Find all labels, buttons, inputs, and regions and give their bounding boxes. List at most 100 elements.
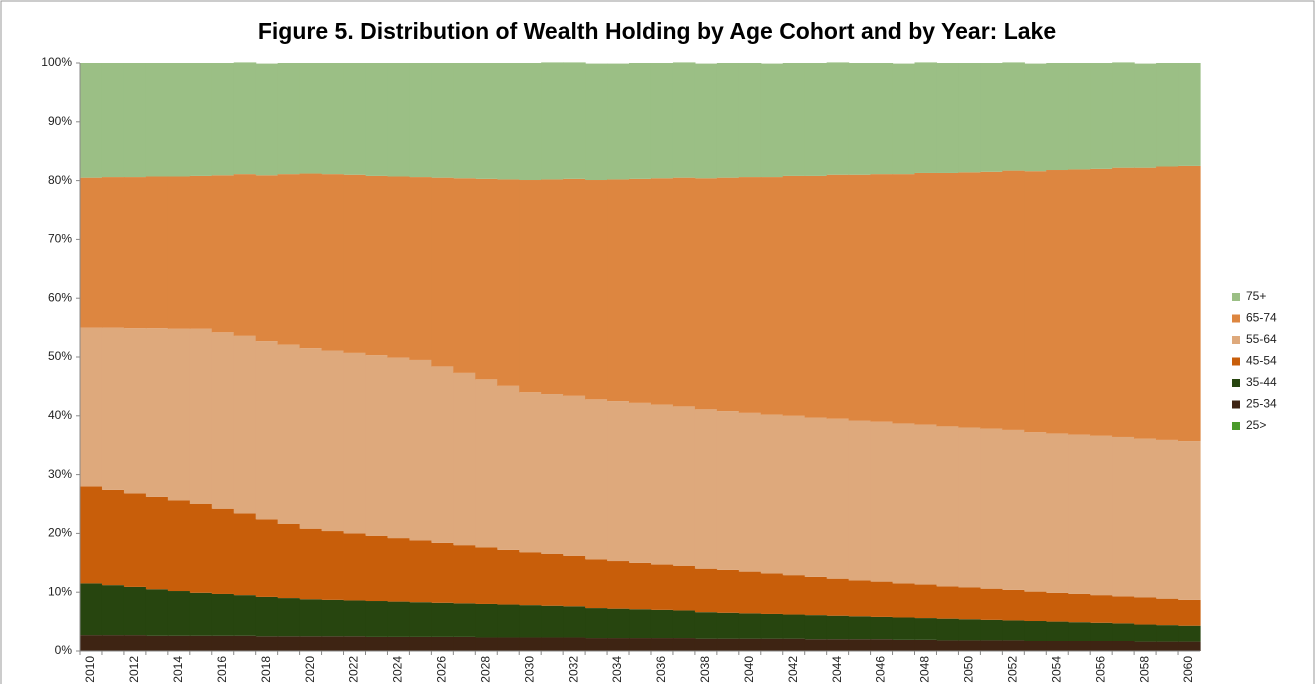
area-step <box>782 415 806 576</box>
area-step <box>211 593 235 636</box>
area-step <box>365 636 389 651</box>
area-step <box>980 588 1003 620</box>
area-step <box>936 426 960 587</box>
area-step <box>1068 169 1091 435</box>
area-step <box>299 636 323 651</box>
area-step <box>563 555 586 607</box>
area-step <box>409 177 432 360</box>
area-step <box>1178 625 1201 642</box>
x-tick-label: 2050 <box>962 656 976 683</box>
area-step <box>167 635 191 651</box>
area-step <box>1024 171 1047 433</box>
area-step <box>672 610 696 639</box>
x-tick-label: 2046 <box>874 656 888 683</box>
legend-label: 55-64 <box>1246 332 1277 346</box>
legend-label: 25-34 <box>1246 397 1277 411</box>
area-step <box>958 640 981 651</box>
area-step <box>343 600 367 637</box>
area-step <box>936 63 960 173</box>
area-step <box>233 595 257 636</box>
legend-label: 65-74 <box>1246 311 1277 325</box>
area-step <box>101 327 125 490</box>
area-step <box>80 327 103 487</box>
x-tick-label: 2038 <box>698 656 712 683</box>
legend-label: 75+ <box>1246 289 1266 303</box>
area-step <box>145 63 169 177</box>
area-step <box>541 394 564 554</box>
x-tick-label: 2026 <box>435 656 449 683</box>
area-step <box>585 63 608 181</box>
area-step <box>1024 621 1047 642</box>
area-step <box>760 177 784 415</box>
area-step <box>694 63 718 179</box>
area-step <box>497 604 520 638</box>
area-step <box>453 63 476 179</box>
area-step <box>563 606 586 638</box>
area-step <box>585 608 608 639</box>
area-step <box>1046 592 1069 622</box>
x-tick-label: 2022 <box>347 656 361 683</box>
area-step <box>607 401 630 562</box>
area-step <box>650 63 674 179</box>
area-step <box>804 639 828 651</box>
area-step <box>277 523 301 599</box>
area-step <box>409 359 432 541</box>
area-step <box>804 576 828 616</box>
area-step <box>123 635 147 651</box>
area-step <box>892 639 916 651</box>
area-step <box>1068 593 1091 623</box>
area-step <box>980 428 1003 589</box>
area-step <box>1090 435 1113 596</box>
legend-label: 35-44 <box>1246 375 1277 389</box>
area-step <box>299 348 323 529</box>
area-step <box>541 179 564 395</box>
area-step <box>672 565 696 611</box>
area-step <box>629 402 652 563</box>
area-step <box>475 178 498 380</box>
area-step <box>1002 620 1025 641</box>
area-step <box>672 638 696 651</box>
area-step <box>343 352 367 534</box>
x-tick-label: 2014 <box>171 656 185 683</box>
x-tick-label: 2040 <box>742 656 756 683</box>
area-step <box>233 174 257 336</box>
area-step <box>1156 166 1179 440</box>
area-step <box>782 63 806 176</box>
area-step <box>958 587 981 620</box>
area-step <box>1134 167 1157 439</box>
y-tick-label: 80% <box>48 173 72 187</box>
area-step <box>189 635 213 651</box>
area-step <box>1068 641 1091 651</box>
area-step <box>1178 599 1201 626</box>
area-step <box>650 178 674 405</box>
area-step <box>1090 168 1113 436</box>
area-step <box>650 404 674 565</box>
legend-label: 25> <box>1246 418 1266 432</box>
y-tick-label: 30% <box>48 467 72 481</box>
area-step <box>365 355 389 536</box>
x-tick-label: 2012 <box>127 656 141 683</box>
area-step <box>1002 589 1025 621</box>
area-step <box>211 175 235 333</box>
area-step <box>365 535 389 602</box>
area-step <box>826 418 850 579</box>
area-step <box>255 596 279 637</box>
area-step <box>738 177 762 413</box>
area-step <box>1156 625 1179 642</box>
area-step <box>782 638 806 651</box>
area-step <box>1112 167 1135 437</box>
area-step <box>365 63 389 176</box>
area-step <box>343 63 367 175</box>
area-step <box>1134 641 1157 651</box>
area-step <box>629 178 652 403</box>
area-step <box>233 62 257 175</box>
area-step <box>431 63 454 178</box>
area-step <box>958 172 981 428</box>
area-step <box>563 178 586 396</box>
x-tick-label: 2054 <box>1049 656 1063 683</box>
area-step <box>123 328 147 494</box>
area-step <box>1112 596 1135 624</box>
area-step <box>431 602 454 637</box>
area-step <box>1134 63 1157 168</box>
area-step <box>914 618 938 640</box>
